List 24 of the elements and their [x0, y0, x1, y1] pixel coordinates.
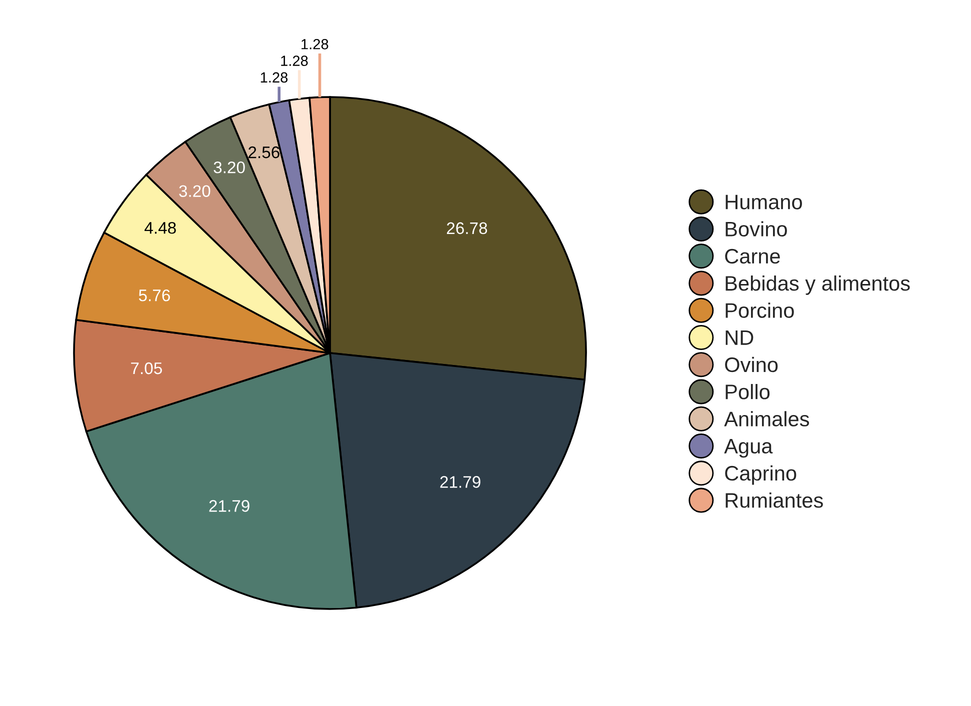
data-label: 1.28	[281, 56, 308, 66]
data-label: 21.79	[209, 500, 250, 512]
data-label: 3.20	[214, 161, 245, 174]
legend-label: Bovino	[726, 221, 787, 237]
data-label: 1.28	[302, 38, 328, 50]
legend-label: Humano	[726, 194, 802, 210]
legend-label: Rumiantes	[726, 492, 823, 508]
legend-label: Carne	[725, 248, 780, 264]
data-label: 2.56	[248, 146, 280, 158]
legend-label: Agua	[724, 439, 773, 458]
legend-label: ND	[726, 330, 754, 345]
data-label: 5.76	[138, 289, 170, 302]
data-label: 26.78	[446, 222, 488, 234]
legend-label: Ovino	[725, 356, 778, 372]
legend-label: Pollo	[726, 384, 770, 400]
data-label: 21.79	[440, 476, 480, 488]
data-label: 1.28	[260, 72, 288, 83]
legend-label: Caprino	[725, 465, 796, 485]
data-label: 7.05	[131, 362, 162, 374]
data-label: 3.20	[179, 185, 210, 197]
data-label: 4.48	[144, 222, 176, 234]
legend-label: Bebidas y alimentos	[726, 275, 910, 295]
legend-label: Animales	[724, 411, 810, 426]
legend-label: Porcino	[726, 302, 794, 318]
